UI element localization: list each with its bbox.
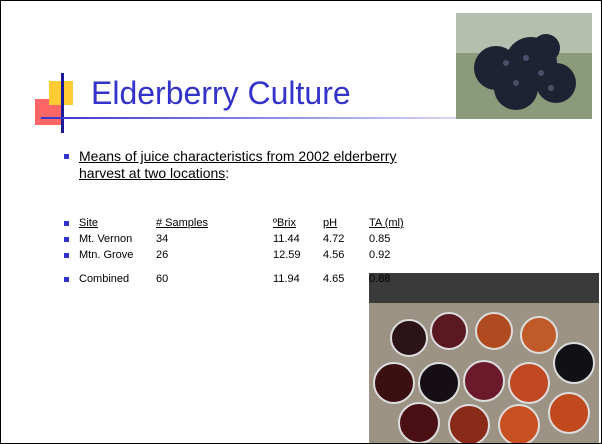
intro-suffix: : [225,165,229,181]
slide-title: Elderberry Culture [91,75,351,112]
table-cell: 11.94 [273,273,300,285]
intro-text: Means of juice characteristics from 2002… [79,148,409,182]
berry-photo [456,13,592,119]
table-header-cell: Site [79,217,98,229]
table-cell: 11.44 [273,233,300,245]
bullet [64,154,69,159]
bullet [64,237,69,242]
table-cell: Combined [79,273,129,285]
table-cell: 0.88 [369,273,390,285]
table-cell: Mtn. Grove [79,249,133,261]
intro-underlined: Means of juice characteristics from 2002… [79,148,396,181]
table-cell: 60 [156,273,168,285]
table-header-cell: TA (ml) [369,217,404,229]
table-cell: 26 [156,249,168,261]
table-cell: 34 [156,233,168,245]
table-cell: Mt. Vernon [79,233,132,245]
table-cell: 4.65 [323,273,344,285]
bullet [64,221,69,226]
table-header-cell: # Samples [156,217,208,229]
bullet [64,277,69,282]
slide: Elderberry Culture Means of juice charac… [0,0,602,444]
table-cell: 4.56 [323,249,344,261]
table-cell: 12.59 [273,249,301,261]
table-header-cell: pH [323,217,337,229]
table-cell: 4.72 [323,233,344,245]
bullet [64,253,69,258]
deco-line [61,73,64,133]
jars-photo [369,273,599,443]
table-cell: 0.85 [369,233,390,245]
table-cell: 0.92 [369,249,390,261]
table-header-cell: ºBrix [273,217,296,229]
